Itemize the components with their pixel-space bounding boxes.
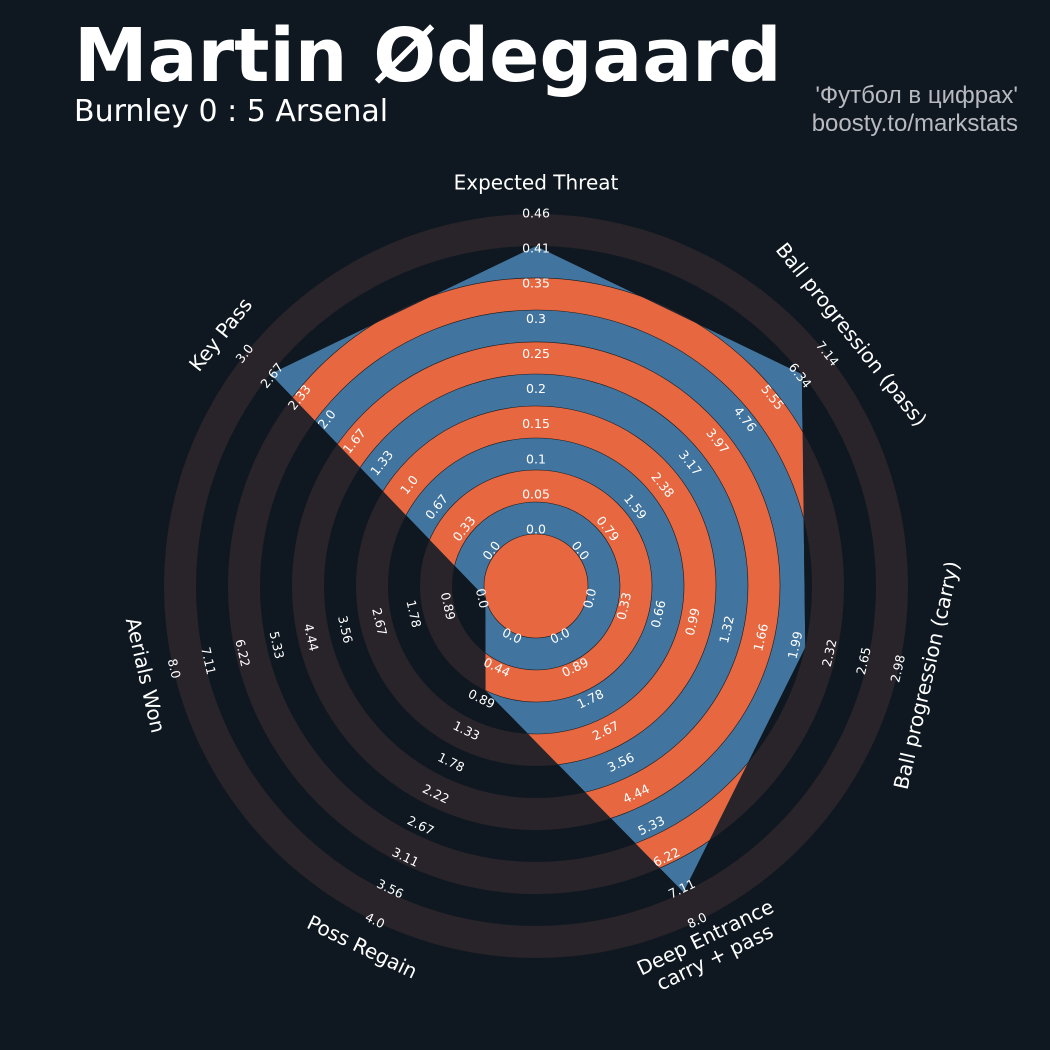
axis-tick-label: 1.32 bbox=[716, 614, 737, 644]
axis-tick-label: 0.0 bbox=[580, 587, 599, 610]
axis-tick-label: 2.67 bbox=[369, 606, 390, 636]
axis-tick-label: 0.89 bbox=[438, 591, 459, 622]
axis-tick-label: 4.44 bbox=[301, 622, 322, 653]
page-title: Martin Ødegaard bbox=[74, 13, 782, 99]
axis-tick-label: 0.0 bbox=[473, 587, 492, 610]
axis-tick-label: 0.25 bbox=[522, 346, 550, 361]
axis-tick-label: 7.11 bbox=[198, 646, 219, 676]
axis-tick-label: 0.1 bbox=[526, 451, 546, 466]
highlighted-ring-band bbox=[483, 533, 589, 639]
axis-label: Aerials Won bbox=[121, 615, 171, 735]
axis-tick-label: 0.2 bbox=[526, 381, 546, 396]
match-subtitle: Burnley 0 : 5 Arsenal bbox=[74, 94, 389, 129]
axis-tick-label: 0.46 bbox=[522, 206, 550, 221]
credit-line-1: 'Футбол в цифрах' bbox=[815, 82, 1018, 109]
axis-tick-label: 3.56 bbox=[335, 614, 356, 645]
axis-tick-label: 0.66 bbox=[648, 599, 669, 630]
axis-tick-label: 1.78 bbox=[435, 749, 467, 775]
axis-tick-label: 0.99 bbox=[682, 606, 703, 637]
axis-tick-label: 8.0 bbox=[165, 657, 184, 680]
credit-block: 'Футбол в цифрах' boosty.to/markstats bbox=[812, 82, 1018, 138]
axis-tick-label: 0.15 bbox=[522, 416, 550, 431]
axis-tick-label: 2.98 bbox=[887, 653, 908, 684]
highlighted-rings bbox=[270, 246, 806, 893]
axis-tick-label: 1.66 bbox=[750, 622, 771, 653]
axis-tick-label: 0.0 bbox=[526, 522, 546, 537]
credit-line-2: boosty.to/markstats bbox=[811, 110, 1018, 137]
axis-tick-label: 0.33 bbox=[613, 591, 634, 621]
axis-tick-label: 0.3 bbox=[526, 311, 546, 326]
axis-tick-label: 0.05 bbox=[522, 486, 550, 501]
axis-tick-label: 1.78 bbox=[403, 599, 424, 630]
axis-tick-label: 2.65 bbox=[853, 646, 874, 676]
axis-tick-label: 6.22 bbox=[232, 638, 253, 668]
axis-tick-label: 2.32 bbox=[819, 638, 840, 668]
axis-tick-label: 0.41 bbox=[522, 241, 550, 256]
axis-tick-label: 5.33 bbox=[267, 630, 288, 660]
axis-tick-label: 1.99 bbox=[785, 630, 806, 661]
axis-tick-label: 0.35 bbox=[522, 276, 550, 291]
axis-label: Expected Threat bbox=[454, 171, 619, 195]
